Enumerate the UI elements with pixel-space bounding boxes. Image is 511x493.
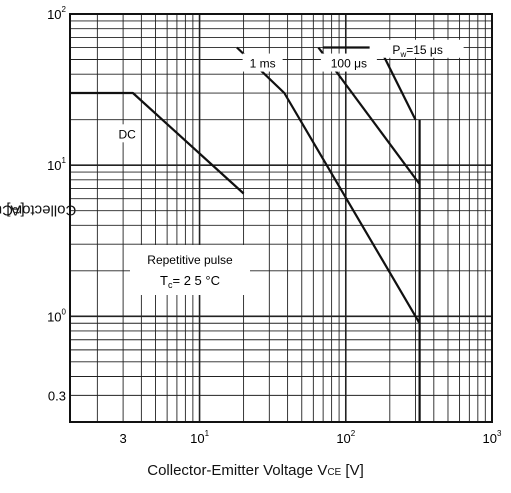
x-tick-label: 101 [190,429,209,446]
plot-frame [69,13,493,423]
series-label-1-ms: 1 ms [250,57,276,71]
x-tick-label: 3 [119,431,126,446]
series-labels: DC 1 ms 100 μs Pw=15 μs [115,39,464,143]
x-tick-label: 102 [336,429,355,446]
series-lines [70,46,421,422]
x-axis-label-subscript: CE [327,467,342,478]
y-tick-label: 100 [47,307,66,324]
repetitive-pulse-annotation: Repetitive pulse Tc= 2 5 °C [130,245,250,295]
x-axis-label-text: Collector-Emitter Voltage V [147,462,328,479]
series-dc [70,91,245,195]
y-tick-label: 0.3 [48,388,66,403]
tick-labels: 3 101 102 103 0.3 100 101 102 [47,5,502,446]
series-1-ms [236,46,421,324]
y-tick-label: 101 [47,156,66,173]
label-plate [369,39,464,58]
x-axis-label-unit: [V] [345,462,364,479]
label-plate [115,124,140,143]
annotation-repetitive-pulse: Repetitive pulse [147,253,233,267]
y-tick-label: 102 [47,5,66,22]
series-label-pw-15us: Pw=15 μs [392,43,442,59]
series-label-dc: DC [119,127,137,141]
label-plate [320,53,377,72]
grid [70,14,492,423]
x-axis-label: Collector-Emitter Voltage VCE [V] [0,462,511,479]
x-tick-label: 103 [483,429,502,446]
label-plate [242,53,283,72]
series-label-100-s: 100 μs [331,57,367,71]
annotation-case-temperature: Tc= 2 5 °C [160,273,220,290]
